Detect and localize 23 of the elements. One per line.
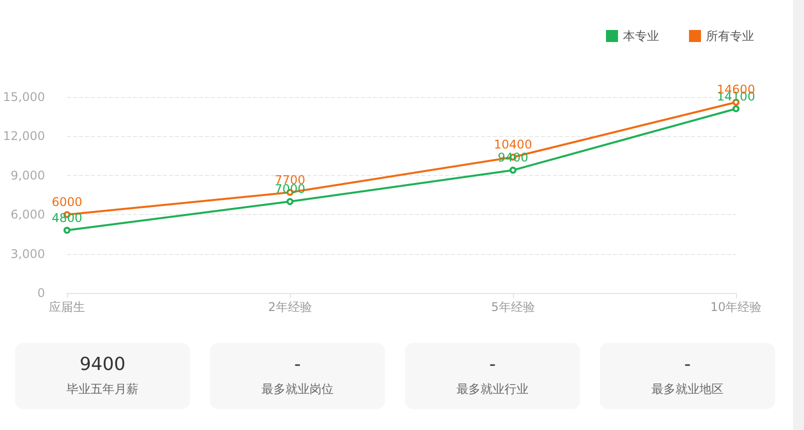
legend-label: 所有专业 xyxy=(706,29,754,43)
x-tick-label: 5年经验 xyxy=(491,300,535,314)
data-label: 10400 xyxy=(494,138,532,152)
x-tick-label: 10年经验 xyxy=(710,300,762,314)
x-tick-label: 应届生 xyxy=(48,300,85,314)
data-label: 6000 xyxy=(52,195,82,210)
y-tick-label: 15,000 xyxy=(2,90,45,104)
stat-card: - 最多就业岗位 xyxy=(210,343,385,409)
stat-card: - 最多就业行业 xyxy=(405,343,580,409)
point xyxy=(63,226,70,234)
y-tick-label: 12,000 xyxy=(2,129,45,144)
y-tick-label: 0 xyxy=(37,286,45,300)
point xyxy=(510,166,516,174)
point xyxy=(732,105,740,112)
point xyxy=(286,198,294,206)
y-tick-label: 3,000 xyxy=(10,246,45,261)
stat-card: 9400 毕业五年月薪 xyxy=(15,343,190,409)
data-label: 4800 xyxy=(52,210,82,225)
legend-label: 本专业 xyxy=(623,29,659,43)
stat-card: - 最多就业地区 xyxy=(600,343,775,409)
x-tick-label: 2年经验 xyxy=(268,300,312,314)
y-tick-label: 6,000 xyxy=(10,208,45,222)
y-tick-label: 9,000 xyxy=(10,168,45,182)
